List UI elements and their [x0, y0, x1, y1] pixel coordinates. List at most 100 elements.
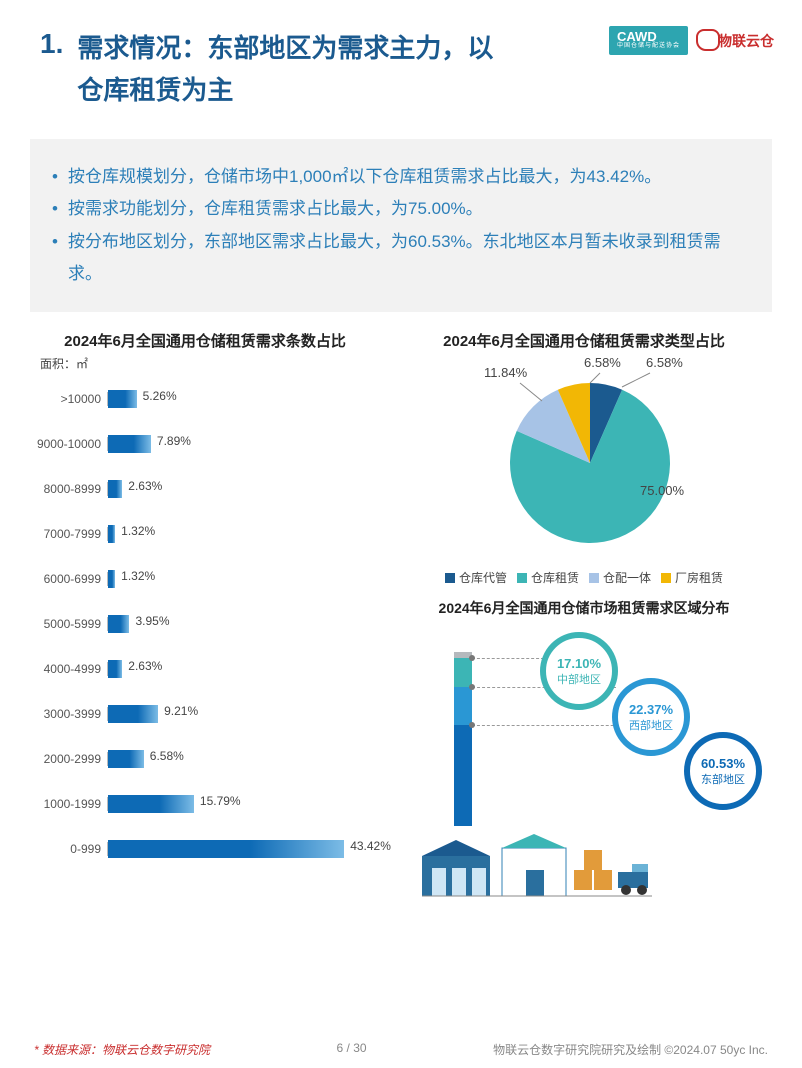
bar-track: 1.32% — [108, 525, 380, 543]
bar-value-label: 1.32% — [117, 569, 155, 583]
size-bar-chart: 2024年6月全国通用仓储租赁需求条数占比 面积：㎡ >10000 5.26% 90… — [30, 324, 380, 902]
bar-row: 3000-39999.21% — [30, 691, 380, 736]
legend-item: 仓配一体 — [589, 569, 651, 586]
data-source: * 数据来源：物联云仓数字研究院 — [34, 1041, 210, 1058]
bar-rect — [108, 525, 115, 543]
bar-chart-title: 2024年6月全国通用仓储租赁需求条数占比 — [30, 324, 380, 355]
legend-label: 仓库代管 — [459, 569, 507, 586]
bar-rect — [108, 570, 115, 588]
bar-category-label: 5000-5999 — [30, 617, 108, 631]
legend-item: 仓库租赁 — [517, 569, 579, 586]
legend-swatch — [517, 573, 527, 583]
bar-rect — [108, 435, 151, 453]
bar-row: 1000-1999 15.79% — [30, 781, 380, 826]
bullet-item: 按仓库规模划分，仓储市场中1,000㎡以下仓库租赁需求占比最大，为43.42%。 — [52, 161, 750, 193]
bar-track: 2.63% — [108, 660, 380, 678]
bar-track: 6.58% — [108, 750, 380, 768]
footer-credit: 物联云仓数字研究院研究及绘制 ©2024.07 50yc Inc. — [493, 1041, 768, 1058]
region-stack-segment — [454, 658, 472, 687]
type-pie-chart: 2024年6月全国通用仓储租赁需求类型占比 6.58%6.58%11.84%75… — [390, 324, 778, 592]
bar-row: 0-99943.42% — [30, 826, 380, 871]
region-leader-dot — [469, 655, 475, 661]
region-stack-segment — [454, 687, 472, 725]
region-chart: 2024年6月全国通用仓储市场租赁需求区域分布 — [390, 592, 778, 902]
bar-row: >10000 5.26% — [30, 376, 380, 421]
region-bubble-label: 西部地区 — [629, 717, 673, 733]
legend-item: 厂房租赁 — [661, 569, 723, 586]
bar-value-label: 3.95% — [131, 614, 169, 628]
pie-chart-body: 6.58%6.58%11.84%75.00% — [390, 355, 778, 565]
pie-svg: 6.58%6.58%11.84%75.00% — [390, 355, 770, 555]
bar-category-label: 1000-1999 — [30, 797, 108, 811]
wlyc-logo-text: 物联云仓 — [718, 33, 774, 49]
bar-row: 5000-5999 3.95% — [30, 601, 380, 646]
warehouse-illustration — [422, 828, 652, 900]
bar-rect — [108, 750, 144, 768]
bar-rect — [108, 660, 122, 678]
region-leader-dot — [469, 722, 475, 728]
bar-chart-axis-label: 面积：㎡ — [30, 355, 380, 372]
logo-row: CAWD 中国仓储与配送协会 物联云仓 — [609, 26, 774, 55]
bar-category-label: 3000-3999 — [30, 707, 108, 721]
bar-value-label: 2.63% — [124, 659, 162, 673]
region-bubble-label: 中部地区 — [557, 671, 601, 687]
wlyc-logo: 物联云仓 — [696, 31, 774, 51]
legend-swatch — [589, 573, 599, 583]
bar-category-label: 6000-6999 — [30, 572, 108, 586]
bar-value-label: 5.26% — [139, 389, 177, 403]
bar-value-label: 6.58% — [146, 749, 184, 763]
bar-row: 4000-4999 2.63% — [30, 646, 380, 691]
region-chart-title: 2024年6月全国通用仓储市场租赁需求区域分布 — [390, 592, 778, 622]
page-header: 1. 需求情况：东部地区为需求主力，以 仓库租赁为主 — [0, 0, 802, 121]
region-bubble: 17.10%中部地区 — [540, 632, 618, 710]
bar-value-label: 15.79% — [196, 794, 241, 808]
bullet-item: 按需求功能划分，仓库租赁需求占比最大，为75.00%。 — [52, 193, 750, 225]
right-column: 2024年6月全国通用仓储租赁需求类型占比 6.58%6.58%11.84%75… — [390, 324, 778, 902]
cawd-logo-text: CAWD — [617, 29, 657, 44]
pie-value-label: 6.58% — [646, 355, 683, 370]
title-line-1: 需求情况：东部地区为需求主力，以 — [77, 33, 493, 63]
bar-rect — [108, 390, 137, 408]
bar-rect — [108, 840, 344, 858]
pie-value-label: 11.84% — [484, 365, 528, 380]
bar-category-label: 4000-4999 — [30, 662, 108, 676]
bar-track: 1.32% — [108, 570, 380, 588]
region-leader-line — [472, 658, 544, 659]
charts-grid: 2024年6月全国通用仓储租赁需求条数占比 面积：㎡ >10000 5.26% 90… — [0, 312, 802, 902]
region-bubble-value: 17.10% — [557, 656, 601, 671]
bar-rect — [108, 480, 122, 498]
region-bubble-label: 东部地区 — [701, 771, 745, 787]
legend-swatch — [445, 573, 455, 583]
legend-label: 仓配一体 — [603, 569, 651, 586]
bar-track: 7.89% — [108, 435, 380, 453]
bar-category-label: 7000-7999 — [30, 527, 108, 541]
bar-value-label: 2.63% — [124, 479, 162, 493]
pie-value-label: 6.58% — [584, 355, 621, 370]
bar-track: 9.21% — [108, 705, 380, 723]
region-chart-body: 60.53%东部地区22.37%西部地区17.10%中部地区 — [390, 622, 778, 902]
bar-track: 43.42% — [108, 840, 380, 858]
legend-item: 仓库代管 — [445, 569, 507, 586]
section-number: 1. — [40, 28, 63, 60]
pie-chart-title: 2024年6月全国通用仓储租赁需求类型占比 — [390, 324, 778, 355]
bar-category-label: 8000-8999 — [30, 482, 108, 496]
legend-label: 仓库租赁 — [531, 569, 579, 586]
cawd-logo: CAWD 中国仓储与配送协会 — [609, 26, 688, 55]
bar-row: 8000-8999 2.63% — [30, 466, 380, 511]
bar-category-label: 9000-10000 — [30, 437, 108, 451]
bar-rect — [108, 795, 194, 813]
bar-track: 2.63% — [108, 480, 380, 498]
bar-category-label: >10000 — [30, 392, 108, 406]
bar-chart-body: >10000 5.26% 9000-10000 7.89% 8000-8999 2.63%… — [30, 376, 380, 871]
bar-row: 6000-6999 1.32% — [30, 556, 380, 601]
bar-track: 5.26% — [108, 390, 380, 408]
bar-row: 2000-29996.58% — [30, 736, 380, 781]
region-bubble: 60.53%东部地区 — [684, 732, 762, 810]
bullet-list: 按仓库规模划分，仓储市场中1,000㎡以下仓库租赁需求占比最大，为43.42%。… — [52, 161, 750, 290]
bar-value-label: 7.89% — [153, 434, 191, 448]
page-footer: * 数据来源：物联云仓数字研究院 6 / 30 物联云仓数字研究院研究及绘制 ©… — [0, 1041, 802, 1058]
bar-track: 15.79% — [108, 795, 380, 813]
bar-value-label: 43.42% — [346, 839, 391, 853]
summary-text-block: 按仓库规模划分，仓储市场中1,000㎡以下仓库租赁需求占比最大，为43.42%。… — [30, 139, 772, 312]
legend-label: 厂房租赁 — [675, 569, 723, 586]
